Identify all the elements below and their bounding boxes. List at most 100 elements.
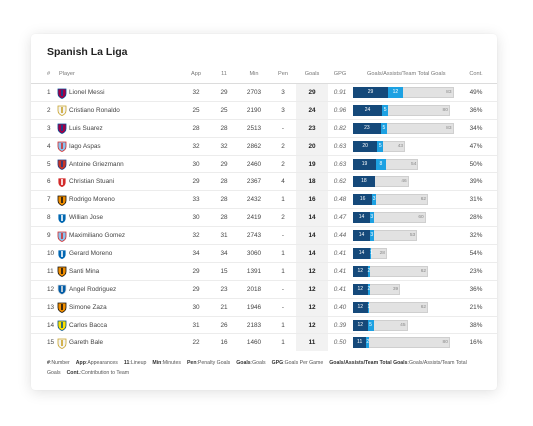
goals-column-shade <box>296 209 328 227</box>
minutes: 2862 <box>246 142 262 150</box>
appearances: 22 <box>192 339 200 347</box>
goals-per-game: 0.41 <box>333 285 347 293</box>
team-total-label: 83 <box>446 90 452 95</box>
goals: 11 <box>308 339 316 347</box>
goals: 14 <box>308 214 316 222</box>
row-number: 11 <box>47 267 54 275</box>
goals-bar: 14 <box>353 248 370 260</box>
penalty-goals: 3 <box>281 89 285 96</box>
valencia-crest-icon <box>57 266 68 278</box>
goals: 24 <box>308 106 316 114</box>
minutes: 1391 <box>246 267 262 275</box>
appearances: 33 <box>192 196 200 204</box>
contribution-percent: 23% <box>469 267 483 275</box>
penalty-goals: 1 <box>281 196 285 204</box>
row-number: 1 <box>47 89 51 96</box>
lineups: 15 <box>220 267 228 275</box>
assists-bar: 12 <box>388 87 403 98</box>
goals-column-shade <box>296 280 328 298</box>
goals-bar: 14 <box>353 212 370 224</box>
contribution-bar: 53 14 3 <box>353 230 462 242</box>
row-number: 15 <box>47 339 55 347</box>
goals: 19 <box>308 160 316 168</box>
lineups: 23 <box>220 285 228 293</box>
contribution-percent: 50% <box>469 160 483 168</box>
appearances: 34 <box>192 250 200 258</box>
table-title: Spanish La Liga <box>47 46 128 58</box>
team-total-label: 83 <box>446 125 452 131</box>
penalty-goals: 3 <box>281 106 285 114</box>
penalty-goals: 1 <box>281 267 285 275</box>
table-row: 1 Lionel Messi 32 29 2703 3 29 0.91 83 29 12 49% <box>31 83 497 101</box>
player-name: Christian Stuani <box>69 178 115 186</box>
appearances: 29 <box>192 267 200 275</box>
contribution-bar: 39 12 2 <box>353 283 462 295</box>
appearances: 25 <box>192 106 200 114</box>
celta-crest-icon <box>57 231 68 242</box>
player-name: Gareth Bale <box>69 339 104 347</box>
contribution-percent: 36% <box>469 106 483 114</box>
team-total-label: 62 <box>420 197 427 203</box>
contribution-bar: 80 24 5 <box>353 104 462 116</box>
player-name: Gerard Moreno <box>69 250 113 258</box>
row-number: 3 <box>47 124 51 132</box>
goals: 16 <box>308 196 316 204</box>
valencia-crest-icon <box>57 302 68 314</box>
appearances: 32 <box>192 142 200 150</box>
team-total-label: 62 <box>420 268 427 274</box>
goals: 20 <box>308 142 316 150</box>
goals-bar: 12 <box>353 283 368 295</box>
goals-column-shade <box>296 173 328 191</box>
goals-column-shade <box>296 316 328 334</box>
penalty-goals: 1 <box>281 250 285 258</box>
assists-bar: 2 <box>367 265 370 277</box>
goals-per-game: 0.96 <box>333 106 347 114</box>
goals-bar: 29 <box>353 87 389 98</box>
contribution-bar: 46 18 <box>353 176 462 188</box>
team-total-label: 53 <box>409 233 416 239</box>
header-lineup: 11 <box>221 71 227 77</box>
row-number: 10 <box>47 250 55 258</box>
celta-crest-icon <box>57 141 68 153</box>
goals: 12 <box>308 303 316 311</box>
legend: #:Number App:Appearances 11:Lineup Min:Minu… <box>47 359 487 378</box>
legend-item: #:Number <box>47 360 70 366</box>
stats-card: Spanish La Liga # Player App 11 Min Pen … <box>31 34 497 390</box>
team-total-label: 46 <box>401 179 407 185</box>
team-total-label: 28 <box>379 251 385 257</box>
goals-column-shade <box>296 191 328 209</box>
player-name: Lionel Messi <box>69 89 105 96</box>
goals-bar: 14 <box>353 230 370 242</box>
table-row: 7 Rodrigo Moreno 33 28 2432 1 16 0.48 62 16 3 31% <box>31 190 497 209</box>
assists-bar: 2 <box>367 283 370 295</box>
goals-bar: 19 <box>353 158 376 170</box>
appearances: 29 <box>192 178 200 186</box>
contribution-bar: 62 16 3 <box>353 194 462 206</box>
appearances: 31 <box>192 321 200 329</box>
goals-per-game: 0.41 <box>333 267 347 275</box>
penalty-goals: 2 <box>281 214 285 222</box>
table-row: 4 Iago Aspas 32 32 2862 2 20 0.63 43 20 5 47% <box>31 136 497 155</box>
player-name: Maximiliano Gomez <box>69 232 126 240</box>
goals-column-shade <box>296 262 328 280</box>
table-header: # Player App 11 Min Pen Goals GPG Goals/… <box>31 71 497 83</box>
lineups: 28 <box>220 196 228 204</box>
goals-per-game: 0.41 <box>333 250 347 258</box>
goals-column-shade <box>296 245 328 262</box>
assists-bar: 1 <box>369 248 373 260</box>
header-min: Min <box>249 71 259 77</box>
player-name: Iago Aspas <box>69 142 101 150</box>
goals-bar: 12 <box>353 265 368 277</box>
goals: 12 <box>308 267 316 275</box>
goals-bar: 18 <box>353 176 375 188</box>
legend-item: Min:Minutes <box>152 360 181 366</box>
legend-item: Goals:Goals <box>236 360 266 366</box>
atletico-crest-icon <box>57 159 68 170</box>
row-number: 9 <box>47 232 51 240</box>
assists-bar: 5 <box>382 104 389 116</box>
real-sociedad-crest-icon <box>57 213 68 224</box>
minutes: 2460 <box>246 160 262 168</box>
team-total-label: 45 <box>400 322 406 328</box>
appearances: 32 <box>192 89 200 96</box>
table-row: 6 Christian Stuani 29 28 2367 4 18 0.62 46 18 39% <box>31 172 497 191</box>
